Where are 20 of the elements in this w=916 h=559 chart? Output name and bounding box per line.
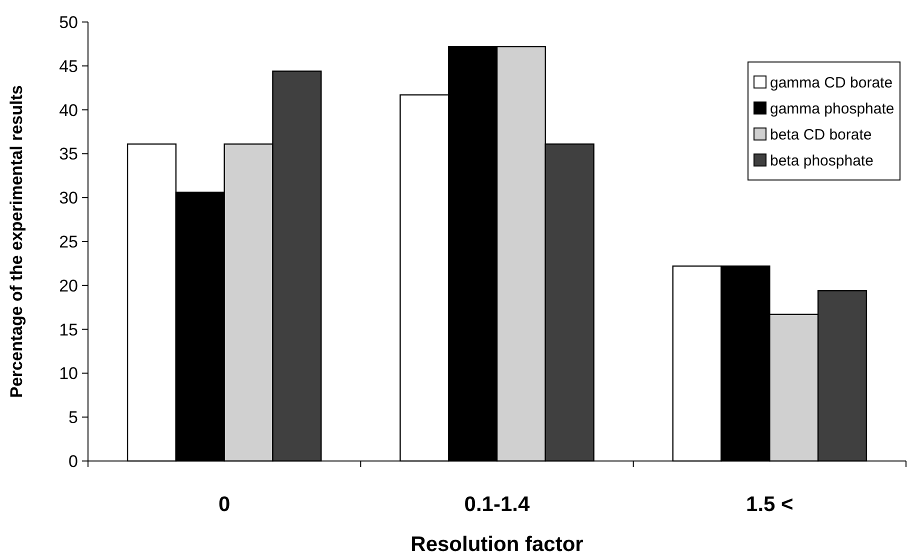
- x-axis-title: Resolution factor: [410, 533, 584, 556]
- y-tick-label: 5: [68, 408, 78, 428]
- y-tick-label: 20: [59, 276, 78, 296]
- y-axis-title: Percentage of the experimental results: [7, 85, 26, 398]
- legend-label: beta phosphate: [770, 152, 874, 170]
- legend-label: gamma CD borate: [770, 74, 893, 92]
- y-tick-label: 0: [68, 452, 78, 471]
- y-tick-label: 50: [59, 12, 78, 32]
- y-tick-label: 25: [59, 232, 78, 252]
- y-tick-label: 40: [59, 100, 78, 120]
- x-tick-label: 1.5 <: [746, 493, 794, 516]
- legend-label: gamma phosphate: [770, 100, 894, 118]
- y-tick-label: 15: [59, 320, 78, 340]
- x-tick-label: 0: [218, 493, 230, 516]
- y-tick-label: 45: [59, 56, 78, 76]
- x-tick-label: 0.1-1.4: [464, 493, 530, 516]
- y-tick-label: 30: [59, 188, 78, 208]
- y-tick-label: 10: [59, 364, 78, 384]
- legend-label: beta CD borate: [770, 126, 872, 144]
- y-tick-label: 35: [59, 144, 78, 164]
